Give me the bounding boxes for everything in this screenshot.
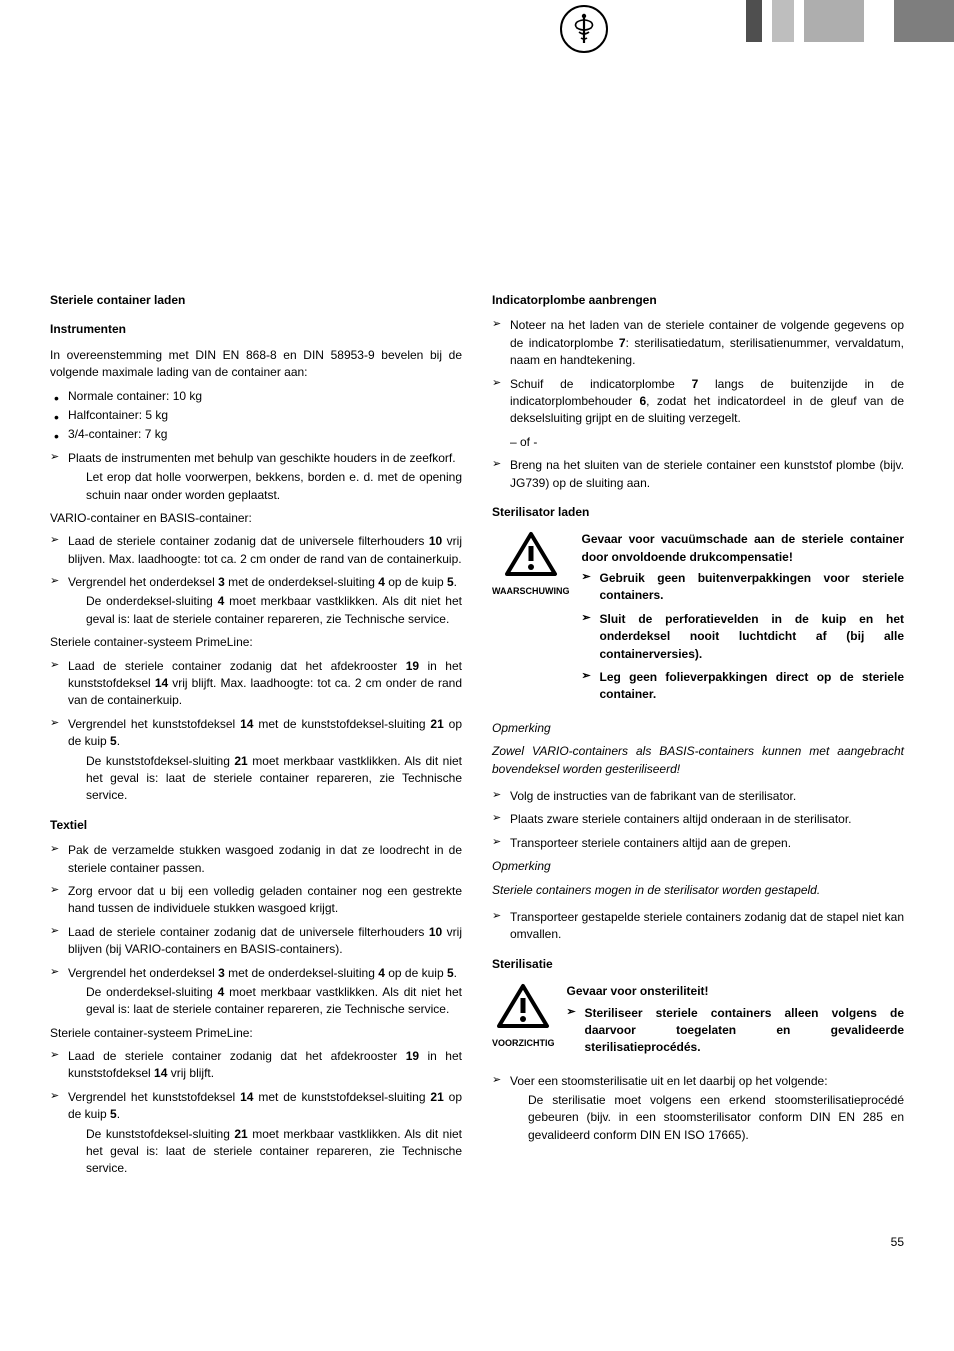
- list-item: Laad de steriele container zodanig dat d…: [50, 924, 462, 959]
- arrow-list: Voer een stoomsterilisatie uit en let da…: [492, 1073, 904, 1145]
- list-sub: De sterilisatie moet volgens een erkend …: [510, 1092, 904, 1144]
- list-item: Laad de steriele container zodanig dat d…: [50, 533, 462, 568]
- warning-icon: [496, 983, 550, 1029]
- list-item: Transporteer gestapelde steriele contain…: [492, 909, 904, 944]
- heading: Sterilisatie: [492, 956, 904, 973]
- arrow-list: Laad de steriele container zodanig dat h…: [50, 658, 462, 805]
- heading: Instrumenten: [50, 321, 462, 338]
- right-column: Indicatorplombe aanbrengen Noteer na het…: [492, 280, 904, 1184]
- caution-title: Gevaar voor onsteriliteit!: [567, 983, 905, 1000]
- list-sub: De onderdeksel-sluiting 4 moet merkbaar …: [68, 984, 462, 1019]
- list-item: 3/4-container: 7 kg: [50, 426, 462, 443]
- header-bar: [794, 0, 804, 42]
- header-bar: [772, 0, 794, 42]
- list-item: Steriliseer steriele containers alleen v…: [567, 1005, 905, 1057]
- list-item: Laad de steriele container zodanig dat h…: [50, 1048, 462, 1083]
- list-item: Transporteer steriele containers altijd …: [492, 835, 904, 852]
- caduceus-icon: [570, 12, 598, 46]
- list-item: Gebruik geen buitenverpakkingen voor ste…: [582, 570, 905, 605]
- arrow-list: Plaats de instrumenten met behulp van ge…: [50, 450, 462, 504]
- caution-body: Gevaar voor onsteriliteit! Steriliseer s…: [567, 983, 905, 1063]
- arrow-list: Pak de verzamelde stukken wasgoed zodani…: [50, 842, 462, 1019]
- list-item: Plaats de instrumenten met behulp van ge…: [50, 450, 462, 504]
- list-item: Schuif de indicatorplombe 7 langs de bui…: [492, 376, 904, 428]
- list-item: Halfcontainer: 5 kg: [50, 407, 462, 424]
- heading: Steriele container laden: [50, 292, 462, 309]
- paragraph: In overeenstemming met DIN EN 868-8 en D…: [50, 347, 462, 382]
- header: [0, 0, 954, 60]
- page-number: 55: [0, 1234, 954, 1271]
- caution-icon-wrap: VOORZICHTIG: [492, 983, 555, 1049]
- arrow-list: Breng na het sluiten van de steriele con…: [492, 457, 904, 492]
- list-item: Vergrendel het kunststofdeksel 14 met de…: [50, 716, 462, 805]
- header-bar: [894, 0, 954, 42]
- header-color-bars: [746, 0, 954, 42]
- heading: Sterilisator laden: [492, 504, 904, 521]
- list-item: Pak de verzamelde stukken wasgoed zodani…: [50, 842, 462, 877]
- bullet-list: Normale container: 10 kg Halfcontainer: 5…: [50, 388, 462, 444]
- list-item: Zorg ervoor dat u bij een volledig gelad…: [50, 883, 462, 918]
- left-column: Steriele container laden Instrumenten In…: [50, 280, 462, 1184]
- caution-block: VOORZICHTIG Gevaar voor onsteriliteit! S…: [492, 983, 904, 1063]
- list-item: Breng na het sluiten van de steriele con…: [492, 457, 904, 492]
- note-label: Opmerking: [492, 858, 904, 875]
- list-item: Normale container: 10 kg: [50, 388, 462, 405]
- brand-logo: [560, 5, 608, 53]
- note-label: Opmerking: [492, 720, 904, 737]
- list-item: Voer een stoomsterilisatie uit en let da…: [492, 1073, 904, 1145]
- note-text: Steriele containers mogen in de sterilis…: [492, 882, 904, 899]
- header-bar: [804, 0, 864, 42]
- heading: Textiel: [50, 817, 462, 834]
- note-text: Zowel VARIO-containers als BASIS-contain…: [492, 743, 904, 778]
- warning-icon: [504, 531, 558, 577]
- heading: Indicatorplombe aanbrengen: [492, 292, 904, 309]
- arrow-list: Transporteer gestapelde steriele contain…: [492, 909, 904, 944]
- paragraph: Steriele container-systeem PrimeLine:: [50, 634, 462, 651]
- header-bar: [762, 0, 772, 42]
- header-bar: [746, 0, 762, 42]
- list-item: Noteer na het laden van de steriele cont…: [492, 317, 904, 369]
- warning-block: WAARSCHUWING Gevaar voor vacuümschade aa…: [492, 531, 904, 710]
- arrow-list: Gebruik geen buitenverpakkingen voor ste…: [582, 570, 905, 704]
- arrow-list: Steriliseer steriele containers alleen v…: [567, 1005, 905, 1057]
- list-sub: Let erop dat holle voorwerpen, bekkens, …: [68, 469, 462, 504]
- list-sub: De kunststofdeksel-sluiting 21 moet merk…: [68, 753, 462, 805]
- caution-label: VOORZICHTIG: [492, 1037, 555, 1050]
- arrow-list: Noteer na het laden van de steriele cont…: [492, 317, 904, 427]
- arrow-list: Volg de instructies van de fabrikant van…: [492, 788, 904, 852]
- warning-body: Gevaar voor vacuümschade aan de steriele…: [582, 531, 905, 710]
- header-bar: [864, 0, 894, 42]
- list-item: Laad de steriele container zodanig dat h…: [50, 658, 462, 710]
- arrow-list: Laad de steriele container zodanig dat h…: [50, 1048, 462, 1178]
- list-item: Vergrendel het onderdeksel 3 met de onde…: [50, 965, 462, 1019]
- arrow-list: Laad de steriele container zodanig dat d…: [50, 533, 462, 628]
- list-item: Vergrendel het kunststofdeksel 14 met de…: [50, 1089, 462, 1178]
- list-item: Plaats zware steriele containers altijd …: [492, 811, 904, 828]
- warning-icon-wrap: WAARSCHUWING: [492, 531, 570, 597]
- warning-label: WAARSCHUWING: [492, 585, 570, 598]
- warning-title: Gevaar voor vacuümschade aan de steriele…: [582, 531, 905, 566]
- paragraph: VARIO-container en BASIS-container:: [50, 510, 462, 527]
- paragraph: Steriele container-systeem PrimeLine:: [50, 1025, 462, 1042]
- list-sub: De kunststofdeksel-sluiting 21 moet merk…: [68, 1126, 462, 1178]
- page-content: Steriele container laden Instrumenten In…: [0, 60, 954, 1234]
- list-item: Volg de instructies van de fabrikant van…: [492, 788, 904, 805]
- list-item: Leg geen folieverpakkingen direct op de …: [582, 669, 905, 704]
- list-item: Sluit de perforatievelden in de kuip en …: [582, 611, 905, 663]
- list-sub: De onderdeksel-sluiting 4 moet merkbaar …: [68, 593, 462, 628]
- paragraph: – of -: [492, 434, 904, 451]
- list-item: Vergrendel het onderdeksel 3 met de onde…: [50, 574, 462, 628]
